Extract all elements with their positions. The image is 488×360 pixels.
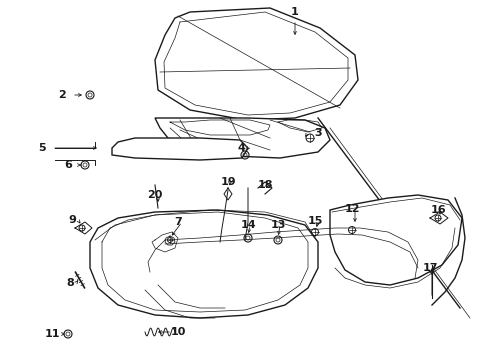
Polygon shape (112, 138, 247, 160)
Polygon shape (155, 8, 357, 120)
Text: 15: 15 (306, 216, 322, 226)
Text: 11: 11 (44, 329, 60, 339)
Text: 2: 2 (58, 90, 66, 100)
Text: 17: 17 (421, 263, 437, 273)
Text: 16: 16 (429, 205, 445, 215)
Polygon shape (90, 210, 317, 318)
Text: 10: 10 (170, 327, 185, 337)
Text: 12: 12 (344, 204, 359, 214)
Text: 7: 7 (174, 217, 182, 227)
Text: 4: 4 (237, 143, 244, 153)
Text: 3: 3 (314, 128, 321, 138)
Text: 14: 14 (240, 220, 255, 230)
Polygon shape (155, 118, 329, 158)
Text: 18: 18 (257, 180, 272, 190)
Text: 13: 13 (270, 220, 285, 230)
Text: 19: 19 (220, 177, 235, 187)
Text: 20: 20 (147, 190, 163, 200)
Text: 6: 6 (64, 160, 72, 170)
Polygon shape (329, 195, 461, 285)
Text: 9: 9 (68, 215, 76, 225)
Text: 8: 8 (66, 278, 74, 288)
Text: 1: 1 (290, 7, 298, 17)
Text: 5: 5 (38, 143, 46, 153)
